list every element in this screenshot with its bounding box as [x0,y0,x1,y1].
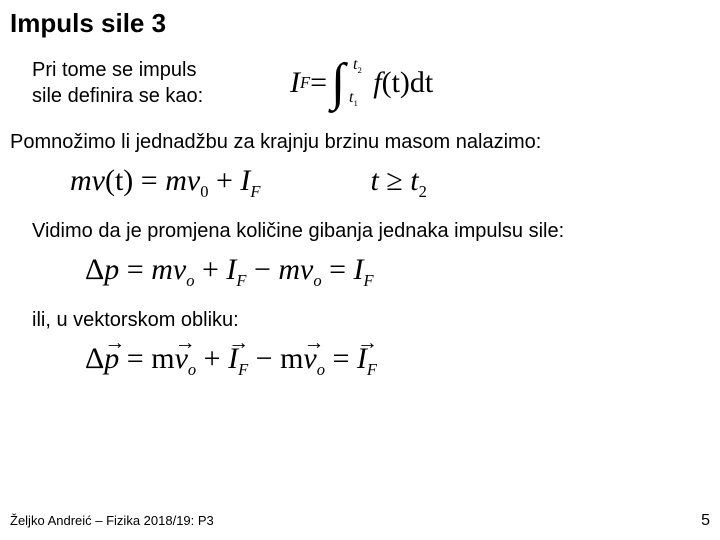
integral-upper: t2 [353,56,362,75]
eq2-plus: + [208,164,240,197]
eq3-minus: − [246,253,278,286]
eq3-eq1: = [119,253,151,286]
eq4-eq1: = m [119,342,174,375]
equation-2: mv(t) = mv0 + IF t ≥ t2 [10,164,710,202]
eq1-I-sub: F [300,73,310,93]
paragraph-4: ili, u vektorskom obliku: [10,309,710,332]
eq2-I: I [240,164,250,197]
eq4-minus: − m [248,342,303,375]
eq3-dp: Δ [85,253,104,286]
eq4-eq2: = [325,342,357,375]
eq4-F2: F [367,360,377,379]
paragraph-2: Pomnožimo li jednadžbu za krajnju brzinu… [10,131,710,154]
eq3-p: p [104,253,119,286]
eq3-eq2: = [322,253,354,286]
page-number: 5 [701,512,710,530]
eq2-mv: mv [165,164,200,197]
paragraph-3: Vidimo da je promjena količine gibanja j… [10,220,710,243]
eq4-o2: o [317,360,325,379]
eq1-ft: (t)dt [382,66,434,100]
eq2-t2t: t [410,164,418,197]
eq4-v2-vec: v [303,342,316,376]
integral-lower: t1 [349,89,358,108]
eq3-o2: o [313,271,321,290]
eq2-paren: (t) = [105,164,165,197]
definition-row: Pri tome se impuls sile definira se kao:… [10,57,710,109]
eq1-I: I [290,66,300,100]
eq4-plus: + [196,342,228,375]
equation-4: Δp = mvo + IF − mvo = IF [10,342,710,380]
eq2-ge: ≥ [379,164,410,197]
eq2-mvt: mv [70,164,105,197]
eq4-delta: Δ [85,342,104,375]
eq4-F1: F [238,360,248,379]
eq3-plus: + [194,253,226,286]
eq4-I2-vec: I [357,342,367,376]
definition-text: Pri tome se impuls sile definira se kao: [10,57,250,109]
equation-integral: IF = t2 ∫ t1 f(t)dt [290,62,433,104]
footer-author: Željko Andreić – Fizika 2018/19: P3 [10,513,214,528]
eq1-equals: = [310,66,327,100]
slide-title: Impuls sile 3 [10,8,710,39]
def-line1: Pri tome se impuls [32,59,197,81]
eq3-mv2: mv [278,253,313,286]
integral-sign: ∫ [331,62,345,104]
eq2-t: t [370,164,378,197]
eq3-I2: I [354,253,364,286]
eq3-mv1: mv [151,253,186,286]
eq2-F: F [250,182,260,201]
eq4-v1-vec: v [175,342,188,376]
eq3-F1: F [236,271,246,290]
integral-symbol-wrap: t2 ∫ t1 [331,62,345,104]
equation-3: Δp = mvo + IF − mvo = IF [10,253,710,291]
eq4-o1: o [188,360,196,379]
eq1-f: f [373,66,381,100]
eq2-t2n: 2 [419,182,427,201]
footer: Željko Andreić – Fizika 2018/19: P3 5 [10,512,710,530]
eq4-p-vec: p [104,342,119,376]
def-line2: sile definira se kao: [32,85,203,107]
eq3-I1: I [226,253,236,286]
int-bot-n: 1 [353,98,357,108]
int-top-n: 2 [357,65,361,75]
eq3-F2: F [364,271,374,290]
eq4-I1-vec: I [228,342,238,376]
